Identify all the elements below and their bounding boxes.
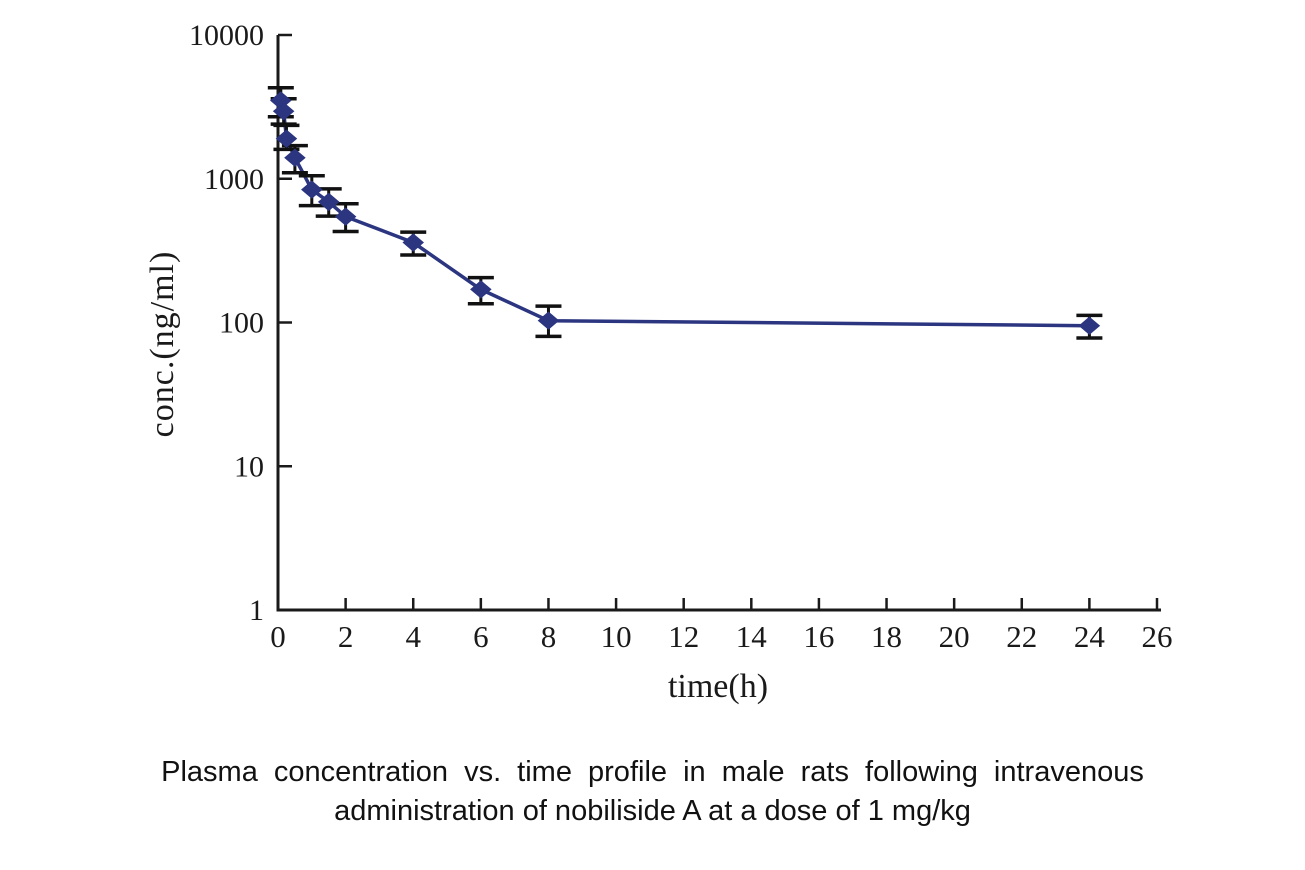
y-tick-label: 1000	[204, 163, 264, 196]
data-point-diamond	[470, 280, 492, 299]
x-tick-label: 26	[1142, 619, 1173, 654]
x-tick-label: 6	[473, 619, 489, 654]
x-tick-label: 8	[541, 619, 557, 654]
data-point-diamond	[334, 207, 357, 226]
series-line	[279, 100, 1090, 328]
data-point-diamond	[272, 102, 295, 121]
x-tick-label: 4	[405, 619, 421, 654]
figure-caption: Plasma concentration vs. time profile in…	[100, 753, 1205, 831]
x-tick-label: 18	[871, 619, 902, 654]
x-tick-label: 2	[338, 619, 354, 654]
y-tick-label: 10	[234, 450, 264, 483]
data-point-diamond	[275, 129, 298, 148]
caption-line-2: administration of nobiliside A at a dose…	[334, 795, 971, 827]
data-point-diamond	[301, 180, 323, 199]
x-tick-label: 14	[736, 619, 768, 654]
x-axis-title: time(h)	[667, 668, 769, 705]
y-tick-label: 10000	[189, 19, 264, 52]
x-tick-label: 10	[601, 619, 632, 654]
y-axis-title: conc.(ng/ml)	[144, 250, 181, 438]
y-tick-label: 1	[249, 594, 264, 627]
x-tick-label: 20	[939, 619, 970, 654]
x-tick-label: 22	[1006, 619, 1037, 654]
data-point-diamond	[317, 192, 340, 212]
x-tick-label: 0	[270, 619, 286, 654]
x-tick-label: 24	[1074, 619, 1106, 654]
caption-line-1: Plasma concentration vs. time profile in…	[161, 756, 1144, 788]
data-point-diamond	[1078, 316, 1101, 335]
x-tick-label: 12	[668, 619, 699, 654]
data-point-diamond	[537, 311, 560, 330]
pk-concentration-time-chart: 1 10 100 1000 10000 0 2 4 6 8 10 12 14 16 18 20 22 24 26 c…	[144, 19, 1173, 705]
data-point-diamond	[284, 148, 306, 167]
data-point-diamond	[402, 233, 425, 252]
x-tick-label: 16	[803, 619, 834, 654]
y-tick-label: 100	[219, 307, 264, 340]
